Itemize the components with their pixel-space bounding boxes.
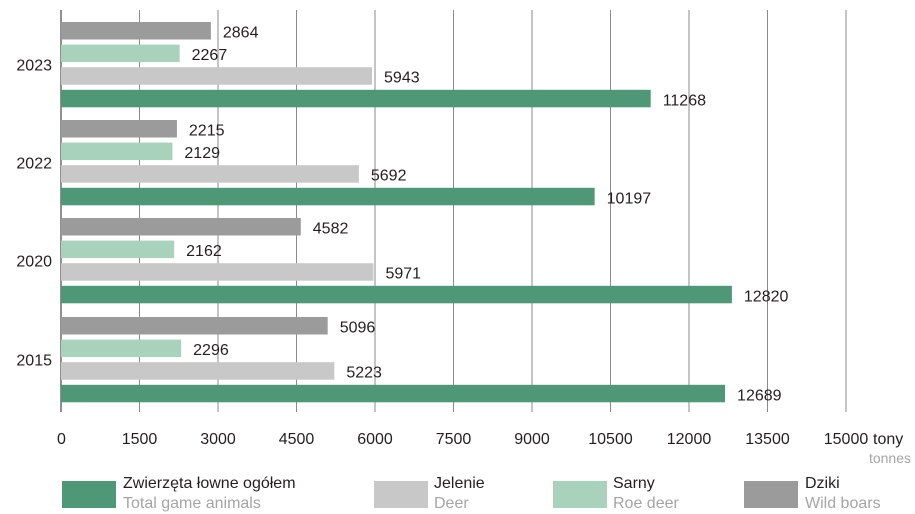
bar-group-2023: 2864 2267 5943 11268 2023 — [16, 22, 706, 109]
bar — [61, 285, 732, 304]
x-tick-label: 3000 — [200, 431, 236, 448]
data-label: 12820 — [744, 288, 789, 305]
x-tick-label: 12000 — [667, 431, 712, 448]
bar — [61, 362, 335, 380]
bar — [61, 187, 595, 206]
bar — [61, 317, 328, 335]
legend-swatch — [62, 481, 116, 508]
data-label: 5223 — [346, 365, 382, 382]
data-label: 2267 — [192, 47, 228, 64]
legend-swatch — [744, 481, 798, 508]
data-label: 10197 — [607, 190, 652, 207]
x-tick-label: 0 — [57, 431, 66, 448]
x-tick-label: 1500 — [122, 431, 158, 448]
bar — [61, 218, 301, 236]
chart-legend: Zwierzęta łowne ogółem Total game animals… — [0, 474, 915, 512]
x-tick-label: 13500 — [745, 431, 790, 448]
legend-label-en: Total game animals — [123, 495, 261, 512]
data-label: 2296 — [193, 342, 229, 359]
bar-group-2015: 5096 2296 5223 12689 2015 — [16, 317, 782, 404]
legend-label: Zwierzęta łowne ogółem — [123, 475, 296, 492]
x-unit-label-en: tonnes — [869, 450, 911, 466]
data-label: 2864 — [223, 25, 259, 42]
category-label: 2015 — [16, 353, 52, 370]
data-label: 5971 — [385, 266, 421, 283]
legend-label-en: Roe deer — [613, 495, 679, 512]
x-tick-label: 4500 — [279, 431, 315, 448]
bar-group-2022: 2215 2129 5692 10197 2022 — [16, 120, 651, 207]
bar-group-2020: 4582 2162 5971 12820 2020 — [16, 218, 789, 305]
data-label: 2129 — [184, 145, 220, 162]
bar — [61, 142, 173, 161]
data-label: 11268 — [663, 92, 706, 109]
data-label: 12689 — [737, 387, 782, 404]
data-label: 4582 — [313, 221, 349, 238]
data-label: 5096 — [340, 320, 376, 337]
legend-label: Dziki — [805, 475, 840, 492]
category-label: 2020 — [16, 254, 52, 271]
category-label: 2022 — [16, 156, 52, 173]
x-tick-label: 9000 — [514, 431, 550, 448]
legend-label: Jelenie — [434, 475, 485, 492]
bar — [61, 67, 373, 85]
x-tick-label: 15000 — [824, 431, 869, 448]
legend-label-en: Wild boars — [805, 495, 881, 512]
x-unit-label: tony — [873, 431, 903, 448]
data-label: 2215 — [189, 123, 225, 140]
bar — [61, 22, 211, 40]
bar — [61, 165, 359, 183]
bar — [61, 44, 180, 63]
x-tick-label: 6000 — [357, 431, 393, 448]
data-label: 2162 — [186, 243, 222, 260]
legend-label: Sarny — [613, 475, 655, 492]
category-label: 2023 — [16, 58, 52, 75]
legend-label-en: Deer — [434, 495, 469, 512]
bar — [61, 89, 651, 108]
bar — [61, 120, 177, 138]
data-label: 5692 — [371, 168, 407, 185]
bar — [61, 240, 175, 259]
x-tick-label: 7500 — [436, 431, 472, 448]
bar — [61, 263, 374, 281]
legend-swatch — [553, 481, 607, 508]
data-label: 5943 — [384, 70, 420, 87]
legend-swatch — [374, 481, 428, 508]
x-tick-label: 10500 — [588, 431, 633, 448]
bar — [61, 384, 726, 403]
bar — [61, 339, 182, 358]
